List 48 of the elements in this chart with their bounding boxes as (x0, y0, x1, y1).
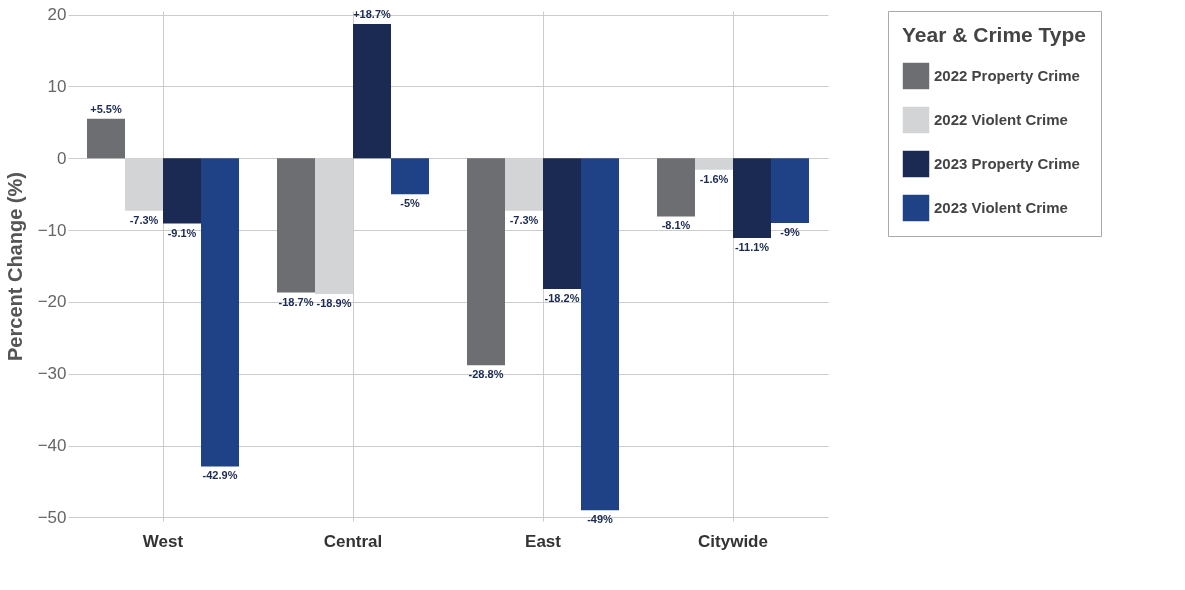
data-label: -5% (400, 197, 420, 210)
data-label: -28.8% (468, 368, 504, 381)
bar (277, 158, 315, 293)
y-tick-label: −30 (37, 364, 67, 384)
bar (391, 158, 429, 195)
data-label: -49% (587, 513, 614, 526)
bar (353, 23, 391, 159)
data-label: -18.2% (544, 291, 580, 304)
y-axis-title: Percent Change (%) (3, 172, 26, 361)
data-label: -1.6% (699, 172, 729, 185)
data-label: -18.9% (316, 297, 352, 310)
x-tick-label: Central (323, 531, 383, 551)
y-tick-label: −40 (37, 436, 67, 456)
x-tick-label: East (525, 531, 562, 551)
legend-title: Year & Crime Type (902, 23, 1087, 46)
y-tick-label: −20 (37, 292, 67, 312)
x-tick-label: West (142, 531, 184, 551)
data-label: +5.5% (90, 102, 122, 115)
y-tick-label: −50 (37, 507, 67, 527)
legend-label: 2023 Violent Crime (934, 199, 1068, 216)
data-label: -9% (780, 225, 800, 238)
data-label: -7.3% (509, 213, 539, 226)
data-label: -7.3% (129, 213, 159, 226)
data-label: +18.7% (353, 7, 392, 20)
bar (771, 158, 809, 223)
bar (581, 158, 619, 511)
bar (87, 118, 125, 159)
data-label: -18.7% (278, 295, 314, 308)
bar (543, 158, 581, 289)
bar (733, 158, 771, 238)
bar (163, 158, 201, 224)
bar (695, 158, 733, 170)
bar (505, 158, 543, 211)
legend-label: 2023 Property Crime (934, 155, 1080, 172)
x-tick-label: Citywide (698, 531, 768, 551)
y-tick-label: 10 (47, 76, 67, 96)
legend-label: 2022 Property Crime (934, 67, 1080, 84)
y-tick-label: 0 (57, 148, 67, 168)
y-tick-label: 20 (47, 5, 67, 25)
data-label: -8.1% (661, 219, 691, 232)
data-label: -11.1% (734, 240, 770, 253)
legend-label: 2022 Violent Crime (934, 111, 1068, 128)
data-label: -9.1% (167, 226, 197, 239)
bar (201, 158, 239, 467)
bar (467, 158, 505, 366)
y-tick-label: −10 (37, 220, 67, 240)
data-label: -42.9% (202, 469, 238, 482)
bar (657, 158, 695, 217)
